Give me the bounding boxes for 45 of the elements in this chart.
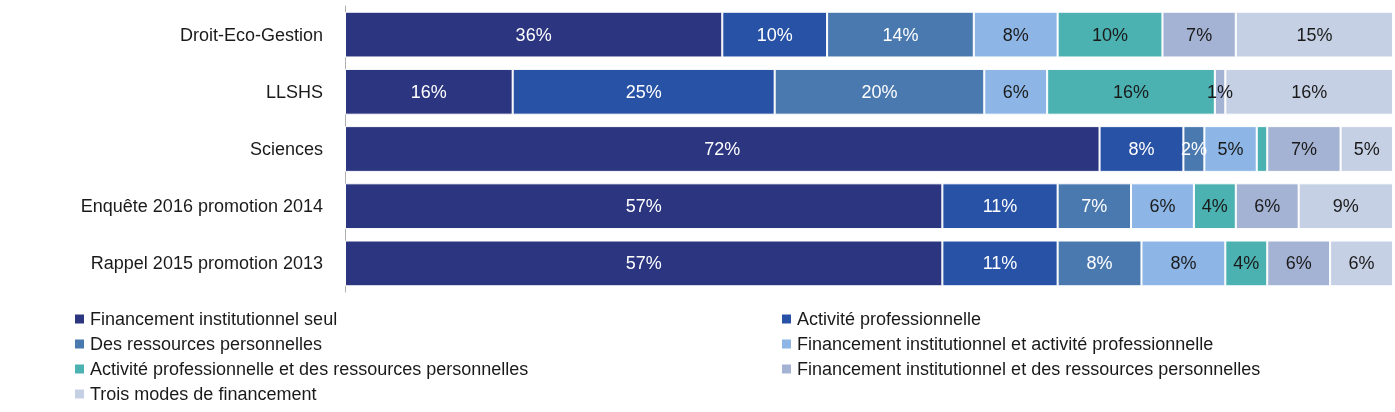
data-label: 11% xyxy=(982,196,1018,217)
data-label: 20% xyxy=(861,81,898,102)
data-label: 7% xyxy=(1081,196,1108,217)
data-label: 6% xyxy=(1002,81,1029,102)
data-label: 7% xyxy=(1290,139,1317,159)
data-label: 8% xyxy=(1170,253,1197,274)
y-tick-label: Droit-Eco-Gestion xyxy=(179,24,323,45)
data-label: 11% xyxy=(982,253,1018,274)
y-tick-label: Rappel 2015 promotion 2013 xyxy=(90,253,323,274)
data-label: 4% xyxy=(1201,196,1228,217)
data-label: 6% xyxy=(1254,196,1281,217)
data-label: 72% xyxy=(704,139,741,159)
data-label: 16% xyxy=(1291,81,1328,102)
data-label: 15% xyxy=(1296,24,1333,45)
legend-label: Financement institutionnel seul xyxy=(90,309,338,329)
data-label: 10% xyxy=(1092,24,1129,45)
data-label: 57% xyxy=(625,196,662,217)
data-label: 10% xyxy=(756,24,793,45)
data-label: 5% xyxy=(1353,139,1380,159)
legend-label: Financement institutionnel et des ressources personnelles xyxy=(797,359,1261,379)
data-label: 4% xyxy=(1233,253,1260,274)
legend-label: Trois modes de financement xyxy=(90,384,317,404)
data-label: 16% xyxy=(410,81,447,102)
legend-label: Financement institutionnel et activité professionnelle xyxy=(797,334,1214,354)
data-label: 1% xyxy=(1207,81,1234,102)
data-label: 6% xyxy=(1149,196,1176,217)
data-label: 6% xyxy=(1348,253,1375,274)
data-label: 57% xyxy=(625,253,662,274)
legend-label: Activité professionnelle xyxy=(797,309,982,329)
data-label: 5% xyxy=(1217,139,1244,159)
y-tick-label: Sciences xyxy=(249,139,323,159)
data-label: 14% xyxy=(882,24,919,45)
legend-label: Activité professionnelle et des ressources personnelles xyxy=(90,359,529,379)
data-label: 16% xyxy=(1112,81,1150,102)
data-label: 8% xyxy=(1128,139,1155,159)
data-label: 8% xyxy=(1086,253,1113,274)
y-tick-label: LLSHS xyxy=(265,81,323,102)
data-label: 8% xyxy=(1002,24,1029,45)
data-label: 6% xyxy=(1285,253,1312,274)
y-tick-label: Enquête 2016 promotion 2014 xyxy=(80,196,323,217)
legend-label: Des ressources personnelles xyxy=(90,334,323,354)
data-label: 25% xyxy=(625,81,662,102)
data-label: 36% xyxy=(515,24,552,45)
data-label: 7% xyxy=(1186,24,1213,45)
data-label: 9% xyxy=(1332,196,1359,217)
